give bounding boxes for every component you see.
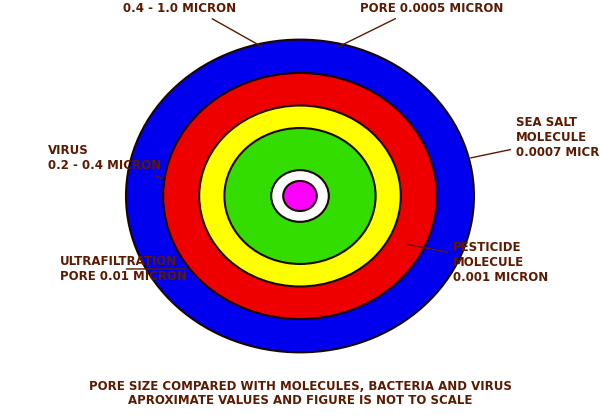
Text: PESTICIDE
MOLECULE
0.001 MICRON: PESTICIDE MOLECULE 0.001 MICRON bbox=[408, 241, 548, 284]
Text: PORE SIZE COMPARED WITH MOLECULES, BACTERIA AND VIRUS: PORE SIZE COMPARED WITH MOLECULES, BACTE… bbox=[89, 380, 511, 394]
Text: VIRUS
0.2 - 0.4 MICRON: VIRUS 0.2 - 0.4 MICRON bbox=[48, 144, 163, 178]
Ellipse shape bbox=[283, 181, 317, 211]
Text: APROXIMATE VALUES AND FIGURE IS NOT TO SCALE: APROXIMATE VALUES AND FIGURE IS NOT TO S… bbox=[128, 394, 472, 407]
Text: BACTERIA
0.4 - 1.0 MICRON: BACTERIA 0.4 - 1.0 MICRON bbox=[124, 0, 262, 47]
Text: ULTRAFILTRATION
PORE 0.01 MICRON: ULTRAFILTRATION PORE 0.01 MICRON bbox=[60, 255, 187, 283]
Text: SEA SALT
MOLECULE
0.0007 MICRON: SEA SALT MOLECULE 0.0007 MICRON bbox=[471, 116, 600, 159]
Ellipse shape bbox=[271, 170, 329, 222]
Ellipse shape bbox=[224, 128, 376, 264]
Ellipse shape bbox=[199, 106, 401, 286]
Ellipse shape bbox=[126, 40, 474, 352]
Ellipse shape bbox=[163, 73, 437, 319]
Text: REVERSE OSMOSIS
PORE 0.0005 MICRON: REVERSE OSMOSIS PORE 0.0005 MICRON bbox=[338, 0, 503, 47]
